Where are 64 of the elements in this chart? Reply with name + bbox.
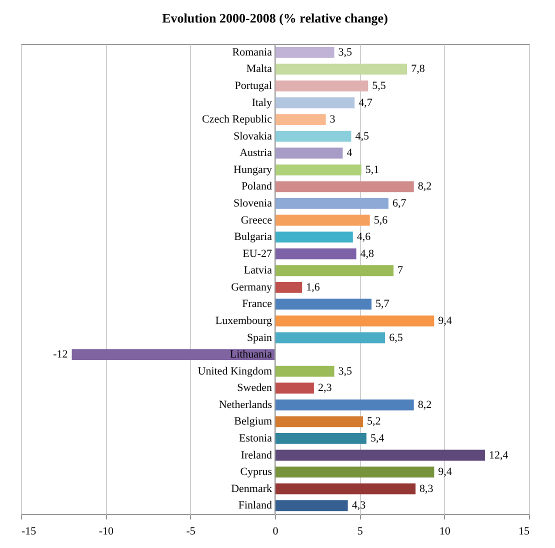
data-label: 4,8 (360, 248, 375, 260)
y-tick-label: Bulgaria (234, 231, 272, 244)
x-tick-label: -15 (22, 526, 37, 538)
data-label: 6,7 (392, 197, 407, 210)
data-label: 2,3 (318, 382, 332, 394)
y-tick-label: Slovenia (234, 197, 272, 210)
y-tick-label: Austria (240, 147, 272, 160)
data-label: 5,1 (365, 164, 380, 176)
x-tick-label: -5 (186, 526, 196, 538)
chart-title: Evolution 2000-2008 (% relative change) (162, 10, 388, 26)
data-label: 1,6 (306, 281, 320, 294)
y-tick-label: Italy (252, 96, 272, 109)
x-tick-label: 15 (518, 526, 530, 538)
y-tick-label: Lithuania (230, 348, 272, 361)
y-tick-label: Latvia (244, 264, 272, 277)
y-tick-label: Belgium (234, 416, 272, 428)
y-tick-label: Sweden (237, 382, 272, 394)
y-tick-label: Luxembourg (215, 314, 272, 327)
y-tick-label: Netherlands (218, 398, 272, 411)
data-label: 3,5 (338, 365, 353, 378)
x-tick-label: -10 (98, 526, 114, 538)
data-label: 7,8 (411, 63, 426, 76)
y-tick-label: Romania (232, 46, 272, 58)
x-tick-label: 0 (272, 526, 279, 538)
y-tick-label: France (242, 298, 272, 310)
data-label: 4,3 (352, 500, 366, 512)
y-tick-label: Germany (231, 281, 272, 294)
y-tick-label: Estonia (239, 432, 272, 444)
y-tick-label: Greece (240, 214, 272, 226)
y-tick-label: Hungary (234, 164, 272, 176)
x-tick-label: 10 (439, 526, 451, 538)
data-label: 8,3 (420, 482, 434, 495)
y-tick-label: Malta (246, 63, 272, 76)
y-tick-label: Denmark (231, 482, 272, 495)
y-tick-label: United Kingdom (198, 365, 272, 378)
data-label: 5,6 (374, 214, 388, 226)
y-tick-label: EU-27 (242, 248, 272, 260)
x-tick-label: 5 (357, 526, 364, 538)
data-label: 4,5 (355, 130, 370, 142)
y-tick-label: Slovakia (234, 130, 272, 142)
y-tick-label: Spain (246, 332, 272, 344)
data-label: 8,2 (418, 180, 432, 193)
data-label: 12,4 (488, 449, 509, 462)
y-tick-label: Cyprus (240, 466, 272, 478)
y-tick-label: Poland (241, 180, 272, 193)
data-label: 4,6 (356, 231, 372, 244)
data-label: 4 (346, 147, 353, 160)
data-label: 9,4 (438, 314, 452, 327)
data-label: 5,7 (376, 298, 390, 310)
data-label: 7 (398, 264, 404, 277)
data-label: 4,7 (358, 96, 373, 109)
data-label: -12 (53, 348, 68, 361)
y-tick-label: Portugal (234, 80, 272, 92)
y-tick-label: Finland (238, 500, 272, 512)
data-label: 3,5 (338, 46, 353, 58)
data-label: 8,2 (418, 398, 432, 411)
y-tick-label: Czech Republic (202, 114, 272, 126)
data-label: 5,5 (372, 80, 386, 92)
data-label: 3 (330, 114, 336, 126)
data-label: 9,4 (438, 466, 452, 478)
data-label: 5,2 (367, 416, 381, 428)
y-tick-label: Ireland (240, 449, 272, 462)
data-label: 5,4 (370, 432, 385, 444)
data-label: 6,5 (389, 332, 404, 344)
